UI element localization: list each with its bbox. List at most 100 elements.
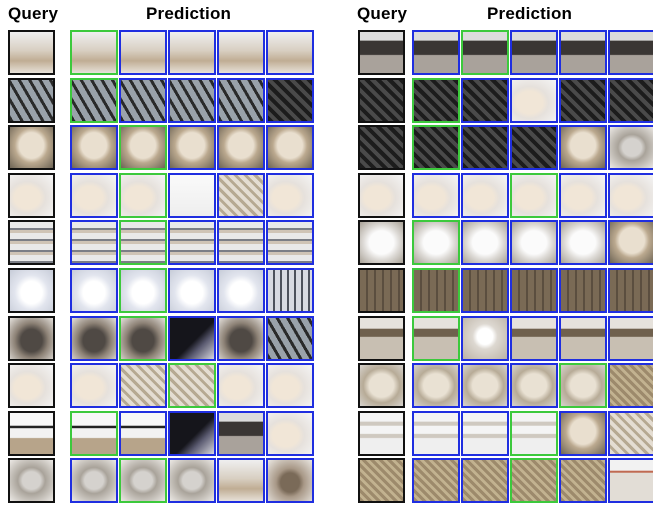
white-shelf-thumbnail [121,222,165,264]
prediction-image-incorrect [70,458,118,504]
prediction-image-incorrect [559,410,607,456]
silver-vase-thumbnail [610,127,653,169]
vase-with-flowers-thumbnail [72,32,116,73]
prediction-image-incorrect [70,125,118,171]
prediction-image-incorrect [608,172,653,218]
cream-chair-thumbnail [360,365,403,407]
dark-cushion-thumbnail [561,79,605,121]
vase-with-flowers-thumbnail [170,32,214,73]
right-prediction-header: Prediction [487,4,573,23]
dark-cushion-thumbnail [414,127,458,169]
prediction-image-correct [412,268,460,313]
beige-armchair-thumbnail [561,127,605,169]
white-bench-thumbnail [72,412,116,454]
prediction-image-incorrect [461,363,509,409]
beige-armchair-thumbnail [561,412,605,454]
prediction-image-incorrect [168,125,216,171]
white-toilet-thumbnail [170,270,214,311]
prediction-image-incorrect [559,220,607,266]
prediction-image-incorrect [608,458,653,504]
white-toilet-thumbnail [121,270,165,311]
query-image [358,125,405,171]
prediction-image-incorrect [266,220,314,266]
white-pillow-thumbnail [512,174,556,216]
prediction-image-correct [119,220,167,266]
wood-dresser-thumbnail [561,270,605,311]
white-armchair-thumbnail [414,222,458,264]
prediction-image-incorrect [168,458,216,504]
prediction-image-correct [461,30,509,75]
prediction-image-incorrect [608,77,653,123]
vase-with-flowers-thumbnail [219,460,263,502]
white-figure-thumbnail [463,317,507,359]
prediction-image-incorrect [266,410,314,456]
trash-bin-thumbnail [10,317,53,359]
woven-basket-thumbnail [610,365,653,407]
query-image [358,458,405,504]
prediction-image-incorrect [217,220,265,266]
prediction-image-incorrect [412,172,460,218]
prediction-image-correct [119,172,167,218]
prediction-image-incorrect [168,410,216,456]
prediction-image-incorrect [461,410,509,456]
white-armchair-thumbnail [561,222,605,264]
prediction-image-incorrect [510,77,558,123]
vase-with-flowers-thumbnail [268,32,312,73]
prediction-image-incorrect [168,172,216,218]
white-pillow-thumbnail [219,365,263,407]
white-pillow-thumbnail [268,365,312,407]
bicycle-thumbnail [121,79,165,121]
prediction-image-correct [119,268,167,313]
prediction-image-correct [168,363,216,409]
query-image [8,410,55,456]
cream-chair-thumbnail [414,365,458,407]
patterned-pillow-thumbnail [170,365,214,407]
prediction-image-incorrect [217,125,265,171]
patterned-pillow-thumbnail [219,174,263,216]
prediction-image-incorrect [217,315,265,361]
woven-basket-thumbnail [414,460,458,502]
prediction-image-incorrect [461,268,509,313]
prediction-image-incorrect [412,363,460,409]
query-image [358,268,405,313]
wood-table-thumbnail [414,317,458,359]
prediction-image-correct [510,410,558,456]
white-shelf-thumbnail [170,222,214,264]
prediction-image-incorrect [168,315,216,361]
prediction-image-incorrect [217,410,265,456]
white-pillow-thumbnail [10,174,53,216]
metal-table-thumbnail [268,270,312,311]
white-pillow-thumbnail [72,174,116,216]
vase-with-flowers-thumbnail [219,32,263,73]
prediction-image-incorrect [217,458,265,504]
prediction-image-incorrect [608,315,653,361]
trash-bin-thumbnail [72,317,116,359]
prediction-image-incorrect [266,363,314,409]
prediction-image-incorrect [217,268,265,313]
prediction-image-incorrect [559,172,607,218]
white-pillow-thumbnail [512,79,556,121]
silver-vase-thumbnail [10,460,53,502]
query-image [8,77,55,123]
dark-cushion-thumbnail [414,79,458,121]
wood-table-thumbnail [512,317,556,359]
query-image [358,315,405,361]
prediction-image-correct [70,30,118,75]
prediction-image-incorrect [559,268,607,313]
prediction-image-incorrect [510,268,558,313]
prediction-image-incorrect [510,125,558,171]
prediction-image-incorrect [461,125,509,171]
prediction-image-incorrect [461,172,509,218]
white-bench-thumbnail [10,412,53,454]
prediction-image-correct [510,172,558,218]
dark-table-thumbnail [360,32,403,73]
tiered-stand-thumbnail [360,412,403,454]
wood-table-thumbnail [561,317,605,359]
woven-basket-thumbnail [512,460,556,502]
prediction-image-incorrect [70,315,118,361]
dark-table-thumbnail [463,32,507,73]
wood-dresser-thumbnail [463,270,507,311]
prediction-image-incorrect [266,30,314,75]
prediction-image-incorrect [559,30,607,75]
tiered-stand-thumbnail [463,412,507,454]
